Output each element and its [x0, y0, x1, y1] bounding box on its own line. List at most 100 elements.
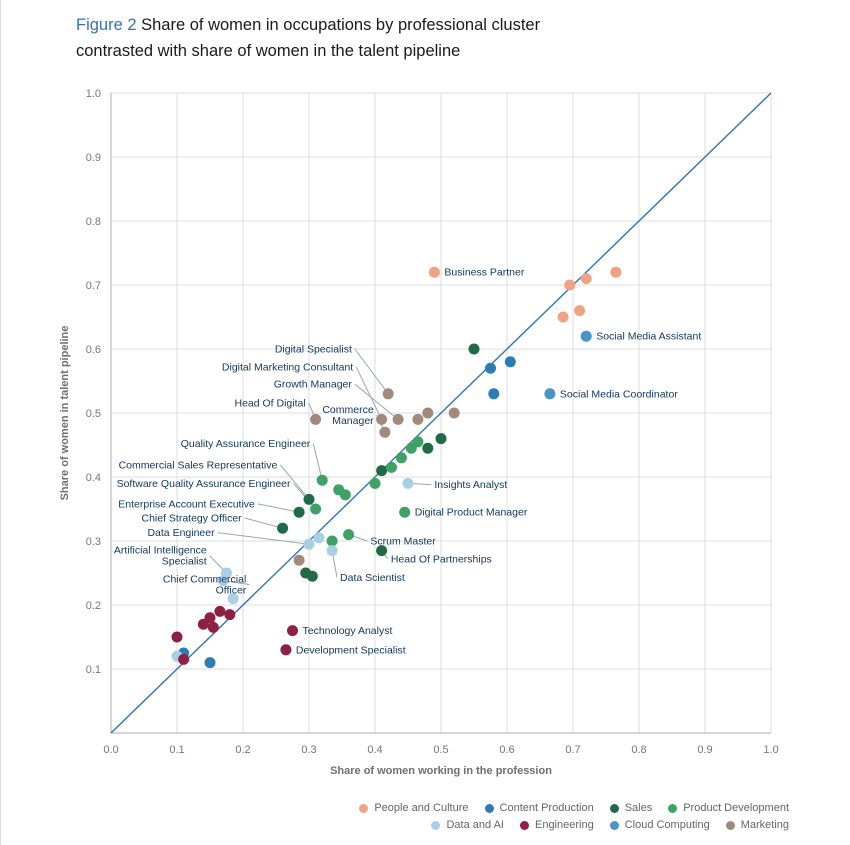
x-tick-label: 0.5 [433, 744, 448, 756]
data-point [412, 413, 424, 425]
data-point [293, 554, 305, 566]
legend-swatch-icon [725, 820, 735, 830]
leader-line [257, 503, 300, 513]
data-point [217, 575, 229, 587]
data-point [339, 489, 351, 501]
x-tick-label: 0.3 [301, 744, 316, 756]
point-label: Social Media Coordinator [560, 388, 678, 400]
data-point [386, 461, 397, 473]
data-point [412, 436, 424, 448]
point-label: Data Engineer [147, 527, 215, 539]
plot-area: 0.0 0.1 0.2 0.3 0.4 0.5 0.6 0.7 0.8 0.9 1.0 0.1 0.2 0… [86, 88, 779, 756]
data-point [580, 273, 592, 285]
identity-line [110, 92, 772, 734]
point-label: Scrum Master [370, 536, 436, 548]
leader-line [312, 443, 323, 481]
data-point [326, 535, 338, 547]
data-point [306, 570, 318, 582]
chart-legend: People and Culture Content Production Sale… [359, 802, 789, 831]
data-point [435, 433, 447, 445]
point-label: Growth Manager [274, 379, 353, 391]
data-point [277, 522, 289, 534]
legend-swatch-icon [609, 820, 619, 830]
data-point [316, 474, 328, 486]
data-point [488, 388, 500, 400]
point-label: Development Specialist [296, 644, 406, 656]
legend-row: Data and AI Engineering Cloud Computing Mar… [431, 819, 789, 831]
x-axis-title: Share of women working in the profession [330, 765, 552, 777]
y-tick-label: 0.8 [86, 216, 101, 228]
data-point [376, 413, 388, 425]
data-point [207, 621, 219, 633]
data-point [468, 343, 480, 355]
data-point [485, 362, 496, 374]
legend-label: Product Development [683, 802, 789, 814]
legend-label: Content Production [499, 802, 594, 814]
point-label: Chief Commercial Officer [163, 574, 247, 597]
legend-swatch-icon [431, 820, 441, 830]
point-label: Digital Specialist [275, 344, 352, 356]
legend-label: Engineering [534, 819, 594, 831]
data-point [376, 465, 388, 477]
data-point [564, 279, 576, 291]
data-point [313, 532, 325, 544]
y-tick-label: 0.1 [86, 664, 101, 676]
point-label: Business Partner [444, 267, 524, 279]
legend-label: Sales [624, 802, 653, 814]
data-point [171, 631, 183, 643]
legend-item-data_ai: Data and AI [431, 819, 504, 831]
data-point [392, 413, 404, 425]
data-point [293, 506, 305, 518]
data-point [326, 545, 338, 557]
point-label: Social Media Assistant [596, 331, 701, 343]
data-point [214, 605, 226, 617]
data-point [224, 609, 236, 621]
data-point [204, 612, 216, 624]
x-tick-label: 0.1 [169, 744, 184, 756]
data-point [580, 330, 592, 342]
legend-swatch-icon [609, 803, 619, 813]
leader-line [354, 348, 389, 395]
y-axis-title: Share of women in talent pipeline [59, 326, 71, 501]
point-label: Commercial Sales Representative [119, 459, 278, 471]
data-point [178, 653, 190, 665]
data-point [544, 388, 556, 400]
y-tick-label: 0.3 [86, 536, 101, 548]
y-tick-label: 0.5 [86, 408, 101, 420]
point-label: Digital Marketing Consultant [222, 361, 353, 373]
y-tick-label: 0.6 [86, 344, 101, 356]
data-point [303, 538, 315, 550]
point-label: Insights Analyst [434, 479, 507, 491]
point-label: Chief Strategy Officer [141, 512, 242, 524]
legend-label: People and Culture [374, 802, 469, 814]
figure-label: Figure 2 [76, 16, 137, 34]
y-tick-label: 0.4 [86, 472, 101, 484]
x-tick-label: 0.4 [367, 744, 382, 756]
figure-title: Figure 2 Share of women in occupations b… [76, 12, 584, 64]
data-point [574, 305, 586, 317]
legend-swatch-icon [359, 803, 369, 813]
x-tick-label: 1.0 [763, 744, 778, 756]
data-point [379, 426, 391, 438]
leader-line [355, 366, 383, 420]
legend-swatch-icon [484, 803, 494, 813]
legend-item-engineering: Engineering [519, 819, 594, 831]
data-point [399, 506, 411, 518]
data-point [310, 413, 322, 425]
x-tick-label: 0.7 [565, 744, 580, 756]
data-point [422, 442, 434, 454]
data-point [204, 657, 216, 669]
leader-line [244, 517, 283, 529]
legend-swatch-icon [668, 803, 678, 813]
leader-line [354, 383, 399, 420]
y-tick-label: 0.2 [86, 600, 101, 612]
data-point [280, 644, 292, 656]
data-point [422, 407, 434, 419]
x-tick-label: 0.6 [499, 744, 514, 756]
point-label: Commerce Manager [322, 404, 374, 427]
legend-item-product_development: Product Development [668, 802, 789, 814]
data-point [448, 407, 460, 419]
legend-row: People and Culture Content Production Sale… [359, 802, 789, 814]
point-label: Enterprise Account Executive [118, 498, 255, 510]
